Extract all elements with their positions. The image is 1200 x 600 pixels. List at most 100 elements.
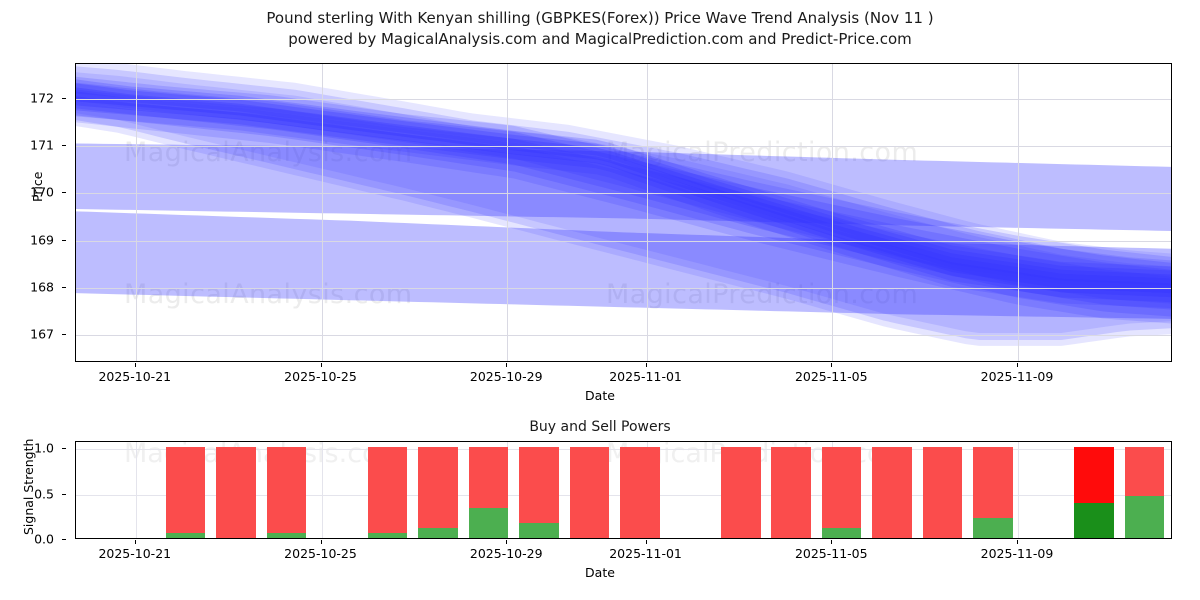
signal-y-tickmark bbox=[62, 539, 66, 540]
buy-power-segment bbox=[973, 518, 1013, 538]
main-y-tick: 168 bbox=[30, 279, 54, 295]
main-y-tick: 171 bbox=[30, 137, 54, 153]
wave-band bbox=[76, 143, 1171, 231]
buy-power-segment bbox=[821, 528, 862, 538]
signal-gridline-v bbox=[135, 442, 137, 538]
main-gridline-h bbox=[76, 240, 1171, 242]
main-x-tickmark bbox=[831, 363, 833, 367]
signal-bar[interactable] bbox=[721, 447, 761, 538]
price-wave-chart: MagicalAnalysis.com MagicalPrediction.co… bbox=[75, 63, 1172, 362]
signal-bar[interactable] bbox=[519, 447, 559, 538]
main-x-tick: 2025-10-21 bbox=[98, 369, 172, 384]
signal-bar[interactable] bbox=[922, 447, 963, 538]
page-title: Pound sterling With Kenyan shilling (GBP… bbox=[266, 9, 934, 27]
signal-x-tick: 2025-10-21 bbox=[98, 546, 172, 561]
sell-power-segment bbox=[872, 447, 912, 538]
main-x-tickmark bbox=[320, 363, 322, 367]
signal-y-tickmark bbox=[62, 448, 66, 450]
signal-x-tickmark bbox=[320, 540, 322, 544]
main-x-tick: 2025-11-05 bbox=[794, 369, 868, 384]
signal-bar[interactable] bbox=[216, 447, 256, 538]
signal-x-tick: 2025-10-29 bbox=[469, 546, 543, 561]
main-x-tick-labels: 2025-10-21 2025-10-25 2025-10-29 2025-11-01… bbox=[75, 363, 1172, 384]
sell-power-segment bbox=[1124, 447, 1165, 497]
signal-bar[interactable] bbox=[569, 447, 610, 538]
signal-bar[interactable] bbox=[266, 447, 307, 538]
wave-band bbox=[76, 76, 1171, 304]
main-x-tickmark bbox=[645, 363, 647, 367]
main-gridline-v bbox=[646, 64, 648, 361]
signal-x-tick: 2025-11-09 bbox=[980, 546, 1054, 561]
main-y-tickmark bbox=[62, 333, 66, 335]
signal-bar[interactable] bbox=[468, 447, 509, 538]
sell-power-segment bbox=[266, 447, 307, 534]
sell-power-segment bbox=[165, 447, 206, 534]
signal-gridline-v bbox=[1017, 442, 1019, 538]
wave-band bbox=[76, 91, 1171, 298]
signal-x-tickmark bbox=[831, 540, 833, 544]
signal-x-tick: 2025-11-01 bbox=[609, 546, 682, 561]
main-x-axis-label: Date bbox=[585, 388, 615, 403]
wave-band bbox=[76, 66, 1171, 340]
page-subtitle: powered by MagicalAnalysis.com and Magic… bbox=[288, 30, 912, 48]
main-gridline-v bbox=[507, 64, 509, 361]
buy-power-segment bbox=[1124, 496, 1165, 538]
main-gridline-v bbox=[1017, 64, 1019, 361]
buy-power-segment bbox=[1074, 502, 1114, 538]
main-gridline-h bbox=[76, 99, 1171, 101]
signal-bar[interactable] bbox=[367, 447, 408, 538]
sell-power-segment bbox=[367, 447, 408, 534]
signal-x-tick-labels: 2025-10-21 2025-10-25 2025-10-29 2025-11-01… bbox=[75, 540, 1172, 561]
wave-band bbox=[76, 96, 1171, 303]
signal-x-tickmark bbox=[645, 540, 647, 544]
sell-power-segment bbox=[922, 447, 963, 538]
sell-power-segment bbox=[821, 447, 862, 529]
wave-band bbox=[76, 87, 1171, 294]
signal-gridline-v bbox=[321, 442, 323, 538]
signal-y-tick: 1.0 bbox=[34, 440, 54, 456]
wave-band bbox=[76, 72, 1171, 346]
main-y-tick: 172 bbox=[30, 90, 54, 106]
wave-band bbox=[76, 64, 1171, 333]
buy-power-segment bbox=[519, 522, 559, 538]
signal-bar[interactable] bbox=[165, 447, 206, 538]
main-y-tick: 170 bbox=[30, 184, 54, 200]
wave-band bbox=[76, 79, 1171, 286]
signal-y-tick: 0.5 bbox=[34, 486, 54, 502]
wave-band bbox=[76, 82, 1171, 310]
main-x-tick: 2025-11-09 bbox=[980, 369, 1054, 384]
main-gridline-v bbox=[832, 64, 834, 361]
signal-x-tickmark bbox=[506, 540, 508, 544]
signal-bar[interactable] bbox=[973, 447, 1013, 538]
main-gridline-h bbox=[76, 287, 1171, 289]
main-gridline-v bbox=[135, 64, 137, 361]
sell-power-segment bbox=[1074, 447, 1114, 503]
wave-band bbox=[76, 211, 1171, 319]
signal-bar[interactable] bbox=[620, 447, 660, 538]
wave-band bbox=[76, 102, 1171, 309]
main-y-tickmark bbox=[62, 192, 66, 194]
main-y-tickmark bbox=[62, 98, 66, 100]
buy-power-segment bbox=[165, 533, 206, 538]
signal-x-tickmark bbox=[1016, 540, 1018, 544]
price-wave-bands bbox=[76, 64, 1171, 346]
signal-bar[interactable] bbox=[418, 447, 458, 538]
signal-bar[interactable] bbox=[872, 447, 912, 538]
signal-bar[interactable] bbox=[1074, 447, 1114, 538]
signal-bar[interactable] bbox=[821, 447, 862, 538]
signal-bar[interactable] bbox=[1124, 447, 1165, 538]
main-x-tickmark bbox=[1016, 363, 1018, 367]
main-x-tickmark bbox=[506, 363, 508, 367]
main-y-tickmark bbox=[62, 239, 66, 241]
main-y-tickmark bbox=[62, 145, 66, 147]
signal-y-tick-labels: 0.0 0.5 1.0 bbox=[0, 440, 66, 547]
wave-band bbox=[76, 96, 1171, 324]
sell-power-segment bbox=[216, 447, 256, 538]
sell-power-segment bbox=[418, 447, 458, 529]
wave-band bbox=[76, 83, 1171, 290]
signal-bar[interactable] bbox=[771, 447, 811, 538]
main-x-tickmark bbox=[134, 363, 136, 367]
main-x-tick: 2025-10-29 bbox=[469, 369, 543, 384]
main-y-tick: 169 bbox=[30, 232, 54, 248]
